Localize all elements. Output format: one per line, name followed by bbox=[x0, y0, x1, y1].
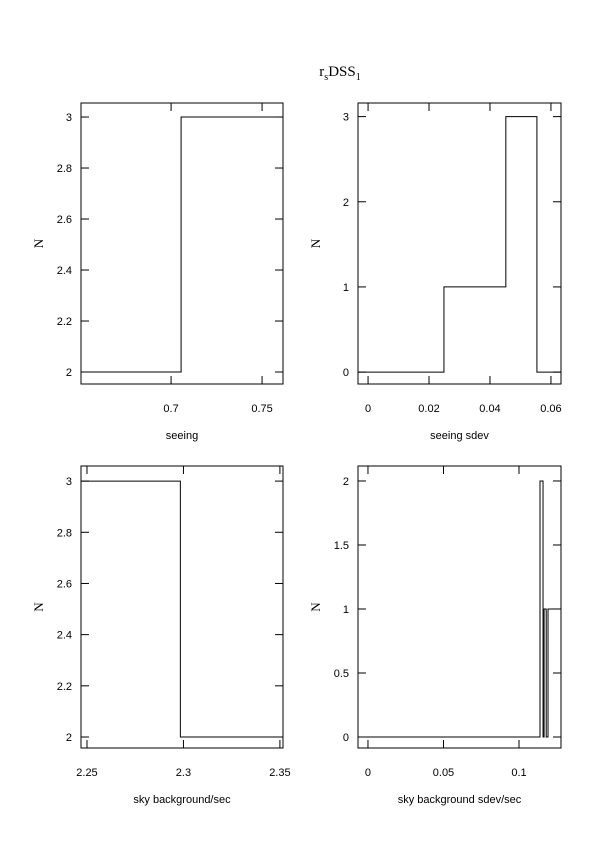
title-part: 1 bbox=[356, 72, 361, 83]
y-tick-label: 2 bbox=[66, 732, 72, 744]
bin bbox=[444, 287, 506, 384]
y-tick-label: 3 bbox=[343, 112, 349, 124]
y-tick-label: 1 bbox=[343, 282, 349, 294]
y-tick-label: 2 bbox=[343, 197, 349, 209]
bin bbox=[181, 117, 283, 384]
x-tick-label: 2.25 bbox=[76, 767, 97, 779]
page-title: rsDSS1 bbox=[319, 64, 360, 83]
y-axis-label: N bbox=[31, 602, 46, 612]
x-tick-label: 0.06 bbox=[540, 403, 561, 415]
histogram-outline bbox=[358, 480, 561, 738]
x-tick-label: 0.1 bbox=[511, 767, 526, 779]
y-tick-label: 2.8 bbox=[57, 527, 72, 539]
title-part: s bbox=[324, 72, 328, 83]
title-part: r bbox=[319, 64, 324, 80]
y-axis-label: N bbox=[31, 238, 46, 248]
y-tick-label: 3 bbox=[66, 476, 72, 488]
y-tick-label: 2.6 bbox=[57, 214, 72, 226]
plot-frame bbox=[80, 465, 284, 749]
bin bbox=[543, 737, 544, 748]
histogram-outline bbox=[358, 116, 561, 373]
title-part: DSS bbox=[328, 64, 356, 80]
bin bbox=[546, 737, 548, 748]
y-tick-label: 2.4 bbox=[57, 630, 72, 642]
y-tick-label: 3 bbox=[66, 112, 72, 124]
plot-frame bbox=[357, 465, 562, 749]
plot-frame bbox=[80, 102, 284, 385]
bin bbox=[548, 609, 561, 748]
bin bbox=[537, 372, 561, 384]
bin bbox=[81, 372, 181, 384]
x-tick-label: 0.7 bbox=[163, 403, 178, 415]
x-axis-label: sky background/sec bbox=[133, 794, 231, 806]
y-tick-label: 0.5 bbox=[334, 668, 349, 680]
y-tick-label: 2.2 bbox=[57, 316, 72, 328]
y-tick-label: 1 bbox=[343, 604, 349, 616]
y-tick-label: 2.6 bbox=[57, 578, 72, 590]
x-axis-label: sky background sdev/sec bbox=[398, 794, 522, 806]
y-axis-label: N bbox=[308, 238, 323, 248]
x-tick-label: 0.04 bbox=[479, 403, 500, 415]
y-tick-label: 2.8 bbox=[57, 163, 72, 175]
histogram-outline bbox=[81, 480, 283, 738]
y-tick-label: 2 bbox=[343, 476, 349, 488]
histogram-outline bbox=[81, 116, 283, 373]
x-tick-label: 2.3 bbox=[176, 767, 191, 779]
x-axis-label: seeing bbox=[166, 430, 198, 442]
y-tick-label: 1.5 bbox=[334, 540, 349, 552]
y-tick-label: 0 bbox=[343, 732, 349, 744]
x-axis-label: seeing sdev bbox=[430, 430, 489, 442]
plot-frame bbox=[357, 102, 562, 385]
bin bbox=[180, 737, 283, 748]
x-tick-label: 0.75 bbox=[251, 403, 272, 415]
bin bbox=[358, 737, 540, 748]
y-axis-label: N bbox=[308, 602, 323, 612]
y-tick-label: 2.4 bbox=[57, 265, 72, 277]
x-tick-label: 0 bbox=[365, 403, 371, 415]
x-tick-label: 0.05 bbox=[433, 767, 454, 779]
bin bbox=[358, 372, 444, 384]
x-tick-label: 2.35 bbox=[269, 767, 290, 779]
y-tick-label: 0 bbox=[343, 367, 349, 379]
x-tick-label: 0.02 bbox=[418, 403, 439, 415]
x-tick-label: 0 bbox=[365, 767, 371, 779]
bin bbox=[81, 481, 180, 748]
y-tick-label: 2 bbox=[66, 367, 72, 379]
y-tick-label: 2.2 bbox=[57, 681, 72, 693]
bin bbox=[506, 117, 537, 384]
